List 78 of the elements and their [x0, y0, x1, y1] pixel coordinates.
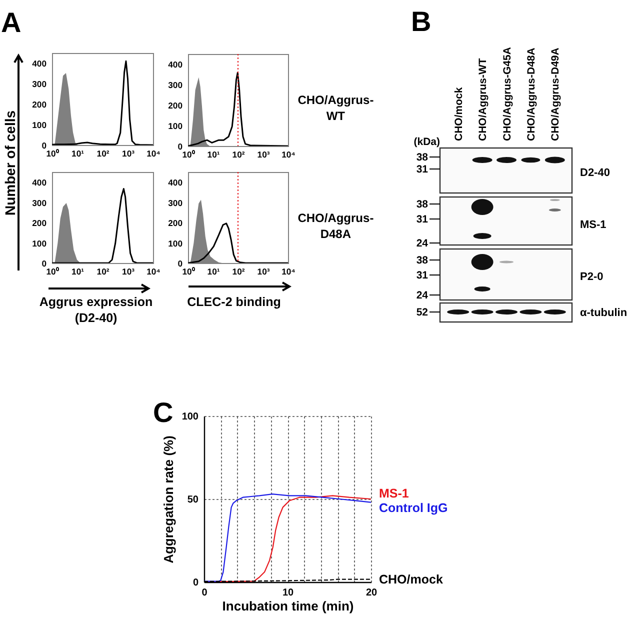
y-tick-label: 300 [32, 79, 46, 90]
y-tick-label: 0 [177, 258, 182, 268]
text: 31 [416, 214, 428, 226]
series-label: Control IgG [379, 500, 448, 515]
series-label: CHO/mock [379, 572, 444, 586]
text: 24 [416, 238, 428, 250]
x-tick-label: 10 [282, 588, 294, 598]
x-axis-title: Incubation time (min) [222, 598, 354, 614]
y-tick-label: 100 [168, 121, 182, 132]
x-tick-label: 10¹ [206, 150, 220, 160]
category-label: D2-40 [580, 167, 610, 179]
x-tick-label: 10³ [256, 150, 270, 160]
y-tick-label: 50 [188, 494, 200, 506]
text: CHO/Aggrus-D48A [296, 210, 375, 242]
x-tick-label: 10⁴ [146, 148, 160, 158]
y-axis-title: Number of cells [2, 110, 18, 216]
text: B [411, 6, 432, 37]
x-tick-label: 10⁴ [281, 266, 296, 276]
y-tick-label: 200 [168, 100, 182, 111]
y-tick-label: 0 [177, 142, 182, 152]
x-tick-label: 10⁰ [182, 150, 196, 160]
series-label: MS-1 [379, 486, 410, 500]
y-tick-label: 400 [168, 60, 182, 70]
category-label: CHO/Aggrus-D49A [550, 47, 562, 141]
y-tick-label: 0 [41, 258, 46, 268]
x-tick-label: 20 [366, 588, 378, 598]
x-axis-title: CLEC-2 binding [186, 294, 282, 310]
y-tick-label: 300 [32, 198, 46, 208]
y-tick-label: 200 [168, 218, 182, 228]
x-tick-label: 10² [232, 150, 245, 160]
x-tick-label: 10² [96, 266, 110, 276]
y-tick-label: 100 [32, 238, 46, 248]
category-label: CHO/Aggrus-G45A [501, 46, 514, 141]
chart-title: C [153, 397, 174, 428]
text: 38 [416, 152, 428, 164]
x-tick-label: 10⁰ [46, 148, 60, 158]
x-tick-label: 10² [96, 148, 109, 158]
x-tick-label: 10³ [122, 148, 134, 158]
x-tick-label: 10⁰ [182, 266, 196, 276]
text: CHO/Aggrus-WT [296, 92, 375, 124]
x-tick-label: 10⁰ [46, 266, 60, 276]
text: 38 [416, 254, 428, 267]
y-tick-label: 400 [32, 178, 46, 188]
text: 38 [416, 198, 428, 211]
y-tick-label: 300 [168, 198, 182, 208]
text: (kDa) [414, 136, 440, 148]
x-tick-label: 10⁴ [146, 266, 160, 276]
x-tick-label: 10² [232, 266, 245, 276]
text: 24 [416, 290, 428, 302]
text: 31 [416, 270, 428, 282]
x-tick-label: 10³ [122, 266, 134, 276]
category-label: CHO/mock [452, 87, 465, 141]
chart-title: A [1, 7, 22, 38]
x-tick-label: 10⁴ [281, 150, 296, 160]
y-tick-label: 0 [41, 140, 46, 150]
y-tick-label: 100 [32, 120, 46, 130]
x-tick-label: 10¹ [71, 266, 84, 276]
x-tick-label: 10³ [256, 266, 270, 276]
y-tick-label: 400 [168, 178, 182, 188]
y-tick-label: 100 [182, 412, 200, 422]
y-tick-label: 0 [193, 578, 200, 588]
category-label: CHO/Aggrus-D48A [526, 47, 538, 141]
y-tick-label: 400 [32, 58, 46, 69]
y-tick-label: 200 [32, 100, 46, 110]
y-tick-label: 200 [32, 218, 46, 228]
text: 52 [416, 306, 428, 319]
x-axis-title: Aggrus expression (D2-40) [38, 294, 154, 326]
y-tick-label: 100 [168, 238, 182, 248]
category-label: CHO/Aggrus-WT [477, 58, 490, 141]
category-label: MS-1 [580, 219, 606, 231]
category-label: P2-0 [580, 271, 604, 283]
category-label: α-tubulin [580, 307, 628, 319]
x-tick-label: 10¹ [206, 266, 220, 276]
y-axis-title: Aggregation rate (%) [161, 436, 176, 564]
y-tick-label: 300 [168, 80, 182, 90]
x-tick-label: 0 [202, 588, 208, 598]
text: 31 [416, 164, 428, 176]
x-tick-label: 10¹ [71, 148, 84, 158]
